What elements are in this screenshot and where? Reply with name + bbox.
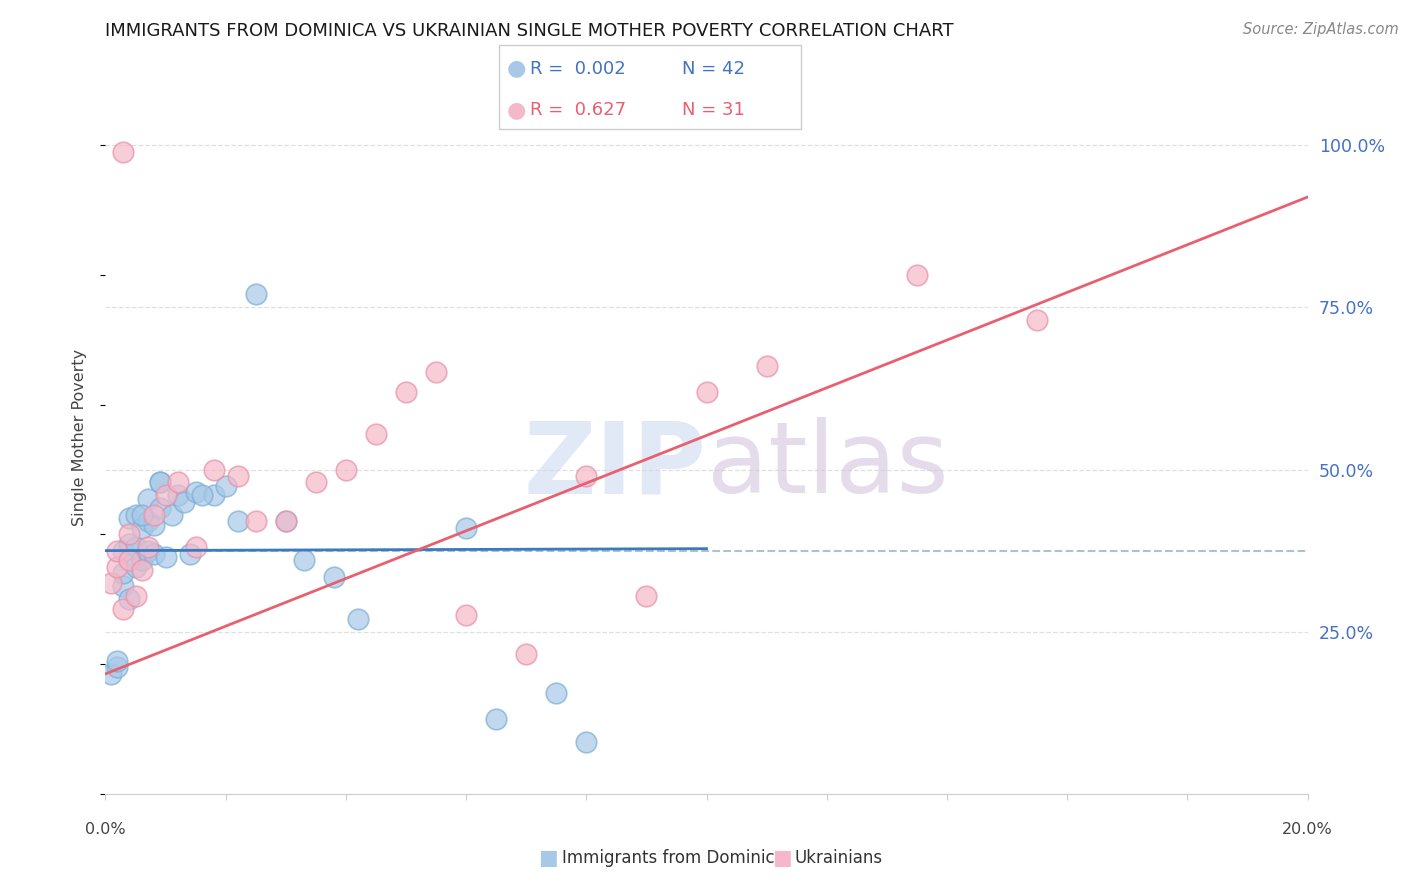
- Text: Immigrants from Dominica: Immigrants from Dominica: [562, 849, 785, 867]
- Point: [454, 521, 477, 535]
- Point: [245, 287, 267, 301]
- Point: [184, 541, 207, 555]
- Point: [118, 592, 141, 607]
- Point: [575, 469, 598, 483]
- Point: [118, 537, 141, 551]
- Point: [131, 553, 153, 567]
- Point: [364, 426, 387, 441]
- Point: [112, 145, 135, 159]
- Text: 20.0%: 20.0%: [1282, 822, 1333, 837]
- Point: [322, 569, 344, 583]
- Text: ●: ●: [506, 59, 526, 78]
- Point: [136, 515, 159, 529]
- Point: [131, 521, 153, 535]
- Point: [755, 359, 778, 373]
- Point: [425, 365, 447, 379]
- Point: [546, 686, 568, 700]
- Text: N = 31: N = 31: [682, 101, 745, 119]
- Text: R =  0.627: R = 0.627: [530, 101, 626, 119]
- Point: [118, 527, 141, 541]
- Point: [100, 666, 122, 681]
- Point: [112, 602, 135, 616]
- Text: Ukrainians: Ukrainians: [794, 849, 883, 867]
- Point: [696, 384, 718, 399]
- Point: [136, 543, 159, 558]
- Point: [142, 508, 165, 522]
- Point: [190, 488, 212, 502]
- Point: [335, 462, 357, 476]
- Point: [184, 485, 207, 500]
- Point: [148, 475, 170, 490]
- Point: [575, 735, 598, 749]
- Point: [107, 660, 129, 674]
- Text: ■: ■: [772, 848, 792, 868]
- Point: [905, 268, 928, 282]
- Point: [245, 515, 267, 529]
- Point: [226, 515, 249, 529]
- Point: [454, 608, 477, 623]
- Point: [166, 475, 188, 490]
- Point: [148, 475, 170, 490]
- Point: [179, 547, 201, 561]
- Point: [118, 553, 141, 567]
- Point: [148, 501, 170, 516]
- Text: 0.0%: 0.0%: [86, 822, 125, 837]
- Text: IMMIGRANTS FROM DOMINICA VS UKRAINIAN SINGLE MOTHER POVERTY CORRELATION CHART: IMMIGRANTS FROM DOMINICA VS UKRAINIAN SI…: [105, 22, 955, 40]
- Point: [202, 462, 225, 476]
- Text: Source: ZipAtlas.com: Source: ZipAtlas.com: [1243, 22, 1399, 37]
- Point: [112, 579, 135, 593]
- Point: [124, 541, 146, 555]
- Point: [112, 566, 135, 581]
- Point: [124, 508, 146, 522]
- Point: [1026, 313, 1049, 327]
- Point: [214, 479, 236, 493]
- Text: ●: ●: [506, 100, 526, 120]
- Point: [160, 508, 183, 522]
- Point: [107, 559, 129, 574]
- Point: [636, 589, 658, 603]
- Point: [118, 511, 141, 525]
- Point: [107, 543, 129, 558]
- Point: [274, 515, 297, 529]
- Point: [136, 491, 159, 506]
- Point: [274, 515, 297, 529]
- Text: atlas: atlas: [707, 417, 948, 514]
- Point: [347, 612, 370, 626]
- Point: [142, 547, 165, 561]
- Text: ■: ■: [538, 848, 558, 868]
- Point: [107, 654, 129, 668]
- Y-axis label: Single Mother Poverty: Single Mother Poverty: [72, 349, 87, 525]
- Point: [142, 517, 165, 532]
- Point: [155, 550, 177, 565]
- Text: ZIP: ZIP: [523, 417, 707, 514]
- Point: [124, 559, 146, 574]
- Point: [305, 475, 328, 490]
- Point: [100, 576, 122, 591]
- Text: N = 42: N = 42: [682, 60, 745, 78]
- Point: [292, 553, 315, 567]
- Point: [131, 563, 153, 577]
- Point: [112, 543, 135, 558]
- Text: R =  0.002: R = 0.002: [530, 60, 626, 78]
- Point: [136, 541, 159, 555]
- Point: [173, 495, 195, 509]
- Point: [395, 384, 418, 399]
- Point: [131, 508, 153, 522]
- Point: [226, 469, 249, 483]
- Point: [155, 488, 177, 502]
- Point: [485, 712, 508, 726]
- Point: [124, 589, 146, 603]
- Point: [515, 648, 537, 662]
- Point: [202, 488, 225, 502]
- Point: [166, 488, 188, 502]
